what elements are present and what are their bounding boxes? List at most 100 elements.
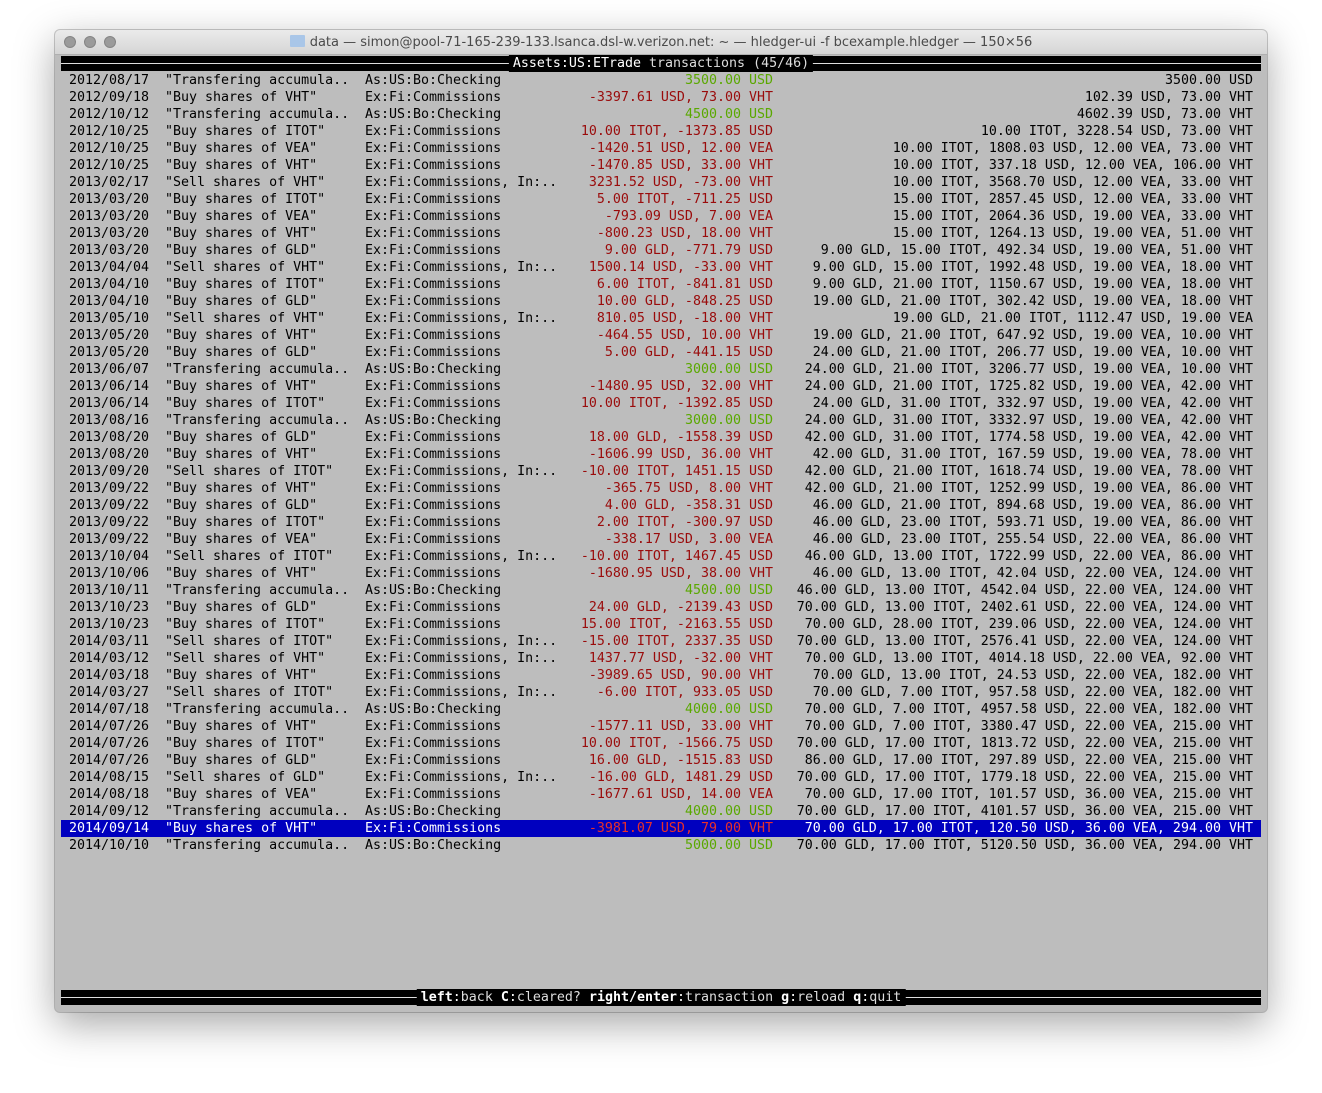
close-button[interactable] bbox=[64, 36, 76, 48]
minimize-button[interactable] bbox=[84, 36, 96, 48]
table-row[interactable]: 2014/03/11 "Sell shares of ITOT" Ex:Fi:Com… bbox=[61, 633, 1261, 650]
table-row[interactable]: 2014/08/15 "Sell shares of GLD" Ex:Fi:Comm… bbox=[61, 769, 1261, 786]
description-cell: "Transfering accumula.. bbox=[165, 73, 350, 88]
balance-cell: 70.00 GLD, 7.00 ITOT, 3380.47 USD, 22.00… bbox=[804, 719, 1253, 734]
shortcut-key: right/enter bbox=[588, 990, 677, 1005]
table-row[interactable]: 2014/07/18 "Transfering accumula.. As:US:B… bbox=[61, 701, 1261, 718]
table-row[interactable]: 2013/09/22 "Buy shares of VEA" Ex:Fi:Commi… bbox=[61, 531, 1261, 548]
table-row[interactable]: 2013/03/20 "Buy shares of ITOT" Ex:Fi:Comm… bbox=[61, 191, 1261, 208]
table-row[interactable]: 2012/10/25 "Buy shares of VHT" Ex:Fi:Commi… bbox=[61, 157, 1261, 174]
account-cell: Ex:Fi:Commissions bbox=[365, 617, 502, 632]
table-row[interactable]: 2013/04/10 "Buy shares of ITOT" Ex:Fi:Comm… bbox=[61, 276, 1261, 293]
amount-cell: -10.00 ITOT, 1451.15 USD bbox=[580, 464, 773, 479]
table-row[interactable]: 2013/04/10 "Buy shares of GLD" Ex:Fi:Commi… bbox=[61, 293, 1261, 310]
table-row[interactable]: 2012/09/18 "Buy shares of VHT" Ex:Fi:Commi… bbox=[61, 89, 1261, 106]
table-row[interactable]: 2012/08/17 "Transfering accumula.. As:US:B… bbox=[61, 72, 1261, 89]
date-cell: 2013/04/10 bbox=[69, 294, 150, 309]
description-cell: "Sell shares of ITOT" bbox=[165, 634, 334, 649]
table-row[interactable]: 2014/03/27 "Sell shares of ITOT" Ex:Fi:Com… bbox=[61, 684, 1261, 701]
table-row[interactable]: 2013/10/06 "Buy shares of VHT" Ex:Fi:Commi… bbox=[61, 565, 1261, 582]
table-row[interactable]: 2014/10/10 "Transfering accumula.. As:US:B… bbox=[61, 837, 1261, 854]
account-cell: Ex:Fi:Commissions bbox=[365, 532, 502, 547]
date-cell: 2014/07/26 bbox=[69, 719, 150, 734]
description-cell: "Transfering accumula.. bbox=[165, 838, 350, 853]
table-row[interactable]: 2014/07/26 "Buy shares of VHT" Ex:Fi:Commi… bbox=[61, 718, 1261, 735]
terminal-content[interactable]: Assets:US:ETrade transactions (45/46) 20… bbox=[61, 55, 1261, 1012]
account-cell: Ex:Fi:Commissions, In:.. bbox=[365, 260, 558, 275]
amount-cell: 3000.00 USD bbox=[684, 413, 773, 428]
balance-cell: 70.00 GLD, 7.00 ITOT, 957.58 USD, 22.00 … bbox=[812, 685, 1253, 700]
amount-cell: 9.00 GLD, -771.79 USD bbox=[604, 243, 773, 258]
table-row[interactable]: 2013/06/14 "Buy shares of ITOT" Ex:Fi:Comm… bbox=[61, 395, 1261, 412]
table-row[interactable]: 2014/07/26 "Buy shares of ITOT" Ex:Fi:Comm… bbox=[61, 735, 1261, 752]
date-cell: 2014/07/26 bbox=[69, 753, 150, 768]
table-row[interactable]: 2013/06/07 "Transfering accumula.. As:US:B… bbox=[61, 361, 1261, 378]
account-cell: Ex:Fi:Commissions bbox=[365, 498, 502, 513]
date-cell: 2013/09/22 bbox=[69, 532, 150, 547]
shortcut-action: back bbox=[460, 990, 493, 1005]
table-row[interactable]: 2013/03/20 "Buy shares of VEA" Ex:Fi:Commi… bbox=[61, 208, 1261, 225]
table-row[interactable]: 2012/10/12 "Transfering accumula.. As:US:B… bbox=[61, 106, 1261, 123]
table-row[interactable]: 2013/09/22 "Buy shares of ITOT" Ex:Fi:Comm… bbox=[61, 514, 1261, 531]
amount-cell: -6.00 ITOT, 933.05 USD bbox=[596, 685, 773, 700]
amount-cell: -365.75 USD, 8.00 VHT bbox=[604, 481, 773, 496]
account-cell: Ex:Fi:Commissions, In:.. bbox=[365, 651, 558, 666]
table-row[interactable]: 2013/09/20 "Sell shares of ITOT" Ex:Fi:Com… bbox=[61, 463, 1261, 480]
table-row[interactable]: 2014/03/12 "Sell shares of VHT" Ex:Fi:Comm… bbox=[61, 650, 1261, 667]
description-cell: "Buy shares of VHT" bbox=[165, 821, 318, 836]
table-row[interactable]: 2013/05/10 "Sell shares of VHT" Ex:Fi:Comm… bbox=[61, 310, 1261, 327]
amount-cell: -3397.61 USD, 73.00 VHT bbox=[588, 90, 773, 105]
account-cell: Ex:Fi:Commissions bbox=[365, 481, 502, 496]
account-cell: Ex:Fi:Commissions bbox=[365, 379, 502, 394]
table-row[interactable]: 2014/03/18 "Buy shares of VHT" Ex:Fi:Commi… bbox=[61, 667, 1261, 684]
table-row[interactable]: 2013/08/20 "Buy shares of VHT" Ex:Fi:Commi… bbox=[61, 446, 1261, 463]
balance-cell: 46.00 GLD, 13.00 ITOT, 4542.04 USD, 22.0… bbox=[796, 583, 1253, 598]
table-row[interactable]: 2013/10/23 "Buy shares of ITOT" Ex:Fi:Comm… bbox=[61, 616, 1261, 633]
description-cell: "Buy shares of GLD" bbox=[165, 294, 318, 309]
table-row[interactable]: 2013/10/23 "Buy shares of GLD" Ex:Fi:Commi… bbox=[61, 599, 1261, 616]
table-row[interactable]: 2013/09/22 "Buy shares of VHT" Ex:Fi:Commi… bbox=[61, 480, 1261, 497]
balance-cell: 15.00 ITOT, 2857.45 USD, 12.00 VEA, 33.0… bbox=[892, 192, 1253, 207]
description-cell: "Buy shares of VHT" bbox=[165, 566, 318, 581]
table-row[interactable]: 2013/10/04 "Sell shares of ITOT" Ex:Fi:Com… bbox=[61, 548, 1261, 565]
balance-cell: 15.00 ITOT, 2064.36 USD, 19.00 VEA, 33.0… bbox=[892, 209, 1253, 224]
table-row[interactable]: 2013/08/16 "Transfering accumula.. As:US:B… bbox=[61, 412, 1261, 429]
balance-cell: 42.00 GLD, 21.00 ITOT, 1252.99 USD, 19.0… bbox=[804, 481, 1253, 496]
table-row[interactable]: 2012/10/25 "Buy shares of ITOT" Ex:Fi:Comm… bbox=[61, 123, 1261, 140]
table-row[interactable]: 2013/03/20 "Buy shares of VHT" Ex:Fi:Commi… bbox=[61, 225, 1261, 242]
table-row[interactable]: 2013/03/20 "Buy shares of GLD" Ex:Fi:Commi… bbox=[61, 242, 1261, 259]
account-cell: Ex:Fi:Commissions bbox=[365, 396, 502, 411]
table-row[interactable]: 2013/08/20 "Buy shares of GLD" Ex:Fi:Commi… bbox=[61, 429, 1261, 446]
description-cell: "Sell shares of ITOT" bbox=[165, 464, 334, 479]
balance-cell: 70.00 GLD, 17.00 ITOT, 101.57 USD, 36.00… bbox=[804, 787, 1253, 802]
date-cell: 2013/03/20 bbox=[69, 243, 150, 258]
account-cell: Ex:Fi:Commissions bbox=[365, 600, 502, 615]
table-row[interactable]: 2013/09/22 "Buy shares of GLD" Ex:Fi:Commi… bbox=[61, 497, 1261, 514]
table-row-selected[interactable]: 2014/09/14 "Buy shares of VHT" Ex:Fi:Commi… bbox=[61, 820, 1261, 837]
table-row[interactable]: 2013/06/14 "Buy shares of VHT" Ex:Fi:Commi… bbox=[61, 378, 1261, 395]
description-cell: "Buy shares of GLD" bbox=[165, 600, 318, 615]
description-cell: "Sell shares of VHT" bbox=[165, 175, 326, 190]
table-row[interactable]: 2013/05/20 "Buy shares of GLD" Ex:Fi:Commi… bbox=[61, 344, 1261, 361]
description-cell: "Buy shares of VHT" bbox=[165, 668, 318, 683]
table-row[interactable]: 2013/02/17 "Sell shares of VHT" Ex:Fi:Comm… bbox=[61, 174, 1261, 191]
date-cell: 2013/03/20 bbox=[69, 209, 150, 224]
account-cell: Ex:Fi:Commissions bbox=[365, 90, 502, 105]
date-cell: 2013/05/20 bbox=[69, 328, 150, 343]
table-row[interactable]: 2014/07/26 "Buy shares of GLD" Ex:Fi:Commi… bbox=[61, 752, 1261, 769]
table-row[interactable]: 2013/04/04 "Sell shares of VHT" Ex:Fi:Comm… bbox=[61, 259, 1261, 276]
zoom-button[interactable] bbox=[104, 36, 116, 48]
account-cell: As:US:Bo:Checking bbox=[365, 413, 502, 428]
table-row[interactable]: 2013/10/11 "Transfering accumula.. As:US:B… bbox=[61, 582, 1261, 599]
table-row[interactable]: 2012/10/25 "Buy shares of VEA" Ex:Fi:Commi… bbox=[61, 140, 1261, 157]
date-cell: 2013/10/23 bbox=[69, 600, 150, 615]
table-row[interactable]: 2014/08/18 "Buy shares of VEA" Ex:Fi:Commi… bbox=[61, 786, 1261, 803]
description-cell: "Buy shares of GLD" bbox=[165, 498, 318, 513]
table-row[interactable]: 2013/05/20 "Buy shares of VHT" Ex:Fi:Commi… bbox=[61, 327, 1261, 344]
amount-cell: -1577.11 USD, 33.00 VHT bbox=[588, 719, 773, 734]
amount-cell: -3989.65 USD, 90.00 VHT bbox=[588, 668, 773, 683]
date-cell: 2013/10/04 bbox=[69, 549, 150, 564]
table-row[interactable]: 2014/09/12 "Transfering accumula.. As:US:B… bbox=[61, 803, 1261, 820]
description-cell: "Transfering accumula.. bbox=[165, 107, 350, 122]
balance-cell: 10.00 ITOT, 3568.70 USD, 12.00 VEA, 33.0… bbox=[892, 175, 1253, 190]
